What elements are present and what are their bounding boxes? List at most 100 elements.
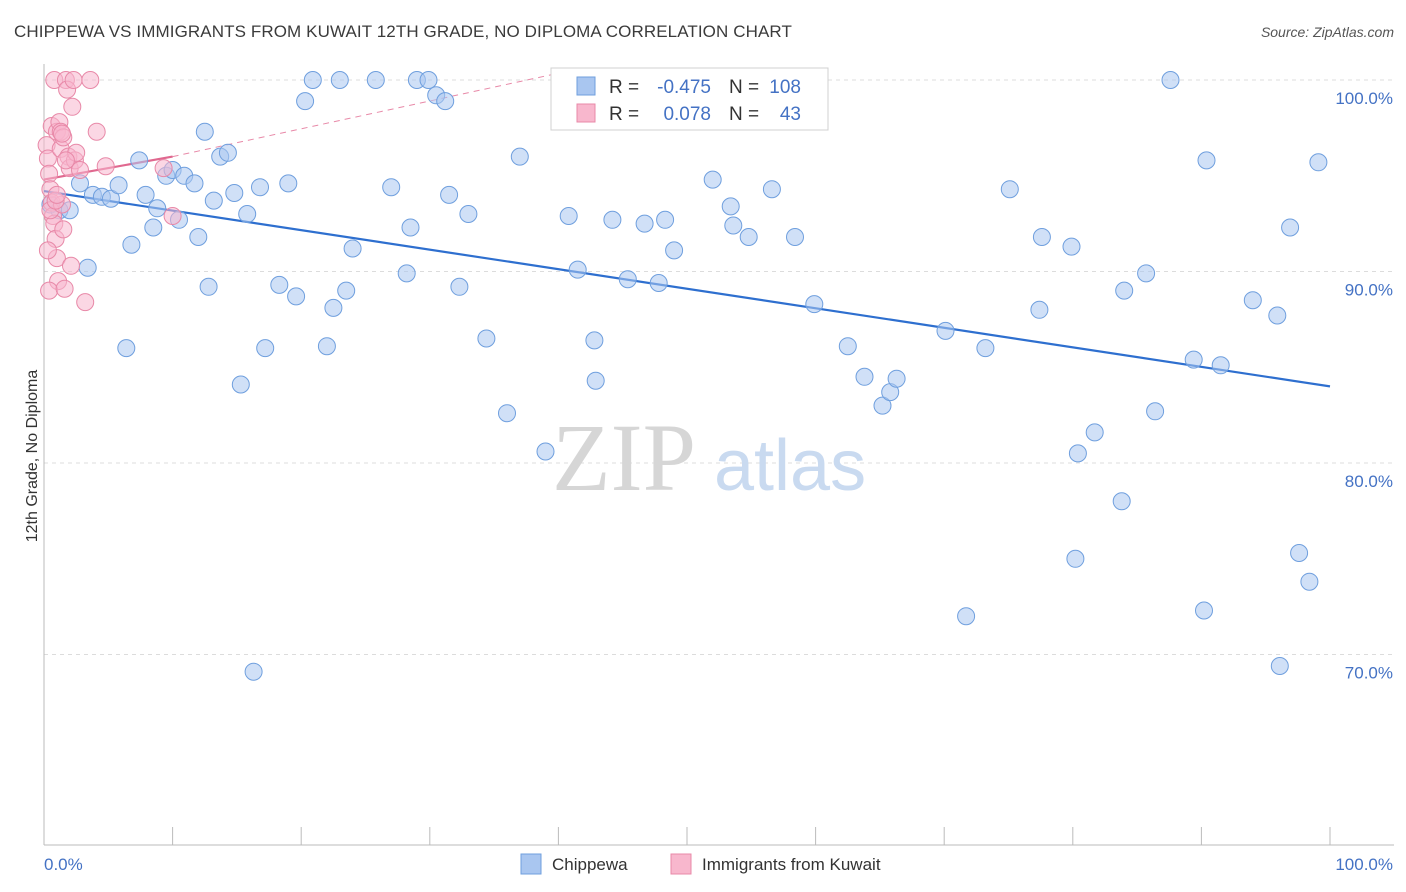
watermark-atlas: atlas [714,426,866,506]
chippewa-point [1032,228,1051,246]
chippewa-point [1270,657,1289,675]
chippewa-point [185,174,204,193]
chippewa-point [148,199,167,218]
legend-r-value: -0.475 [657,77,711,98]
kuwait-point [87,122,106,141]
chippewa-point [195,122,214,141]
kuwait-point [62,256,80,275]
chippewa-point [225,184,244,202]
x-tick-label: 100.0% [1335,855,1393,874]
chippewa-point [303,71,322,89]
kuwait-point [54,220,73,239]
chippewa-point [130,151,149,170]
kuwait-point [71,161,89,179]
chippewa-point [936,321,955,340]
chippewa-point [144,218,163,237]
kuwait-point [154,159,173,178]
chippewa-point [218,143,237,162]
chippewa-point [436,92,455,111]
y-tick-label: 90.0% [1345,281,1393,300]
chippewa-point [251,178,269,197]
chippewa-point [419,71,438,89]
chippewa-point [536,442,555,461]
chippewa-point [459,205,478,223]
chippewa-point [324,298,343,317]
chippewa-point [721,197,740,216]
kuwait-point [64,71,83,89]
chippewa-point [256,339,275,358]
chippewa-point [976,339,995,358]
y-tick-label: 70.0% [1345,664,1393,683]
chippewa-point [136,185,155,204]
legend-r-label: R = [609,77,639,98]
chippewa-point [337,281,356,300]
chippewa-point [586,371,605,390]
chippewa-point [117,339,136,358]
chippewa-point [78,258,97,277]
chippewa-point [1066,549,1085,568]
legend-n-label: N = [729,77,759,98]
chippewa-point [330,71,349,89]
chippewa-point [568,260,587,279]
chippewa-point [189,228,208,246]
chippewa-point [635,214,654,233]
kuwait-point [163,207,182,225]
kuwait-trend-extension [172,69,572,158]
kuwait-point [63,97,82,116]
chippewa-point [199,277,218,296]
chippewa-point [498,404,516,423]
chippewa-point [585,331,604,350]
chippewa-point [1300,572,1319,591]
chippewa-point [855,367,874,386]
legend-r-label: R = [609,104,639,125]
chippewa-point [873,396,892,415]
chippewa-point [1268,306,1287,325]
legend-top-box [550,67,829,131]
legend-bottom-label: Immigrants from Kuwait [702,855,881,874]
chippewa-point [1197,151,1216,170]
chippewa-point [703,170,722,189]
y-tick-label: 100.0% [1335,89,1393,108]
legend-n-label: N = [729,104,759,125]
legend-n-value: 108 [769,77,801,98]
chippewa-point [724,216,743,235]
chippewa-point [1112,492,1131,511]
chippewa-point [296,92,315,111]
chippewa-point [343,239,362,258]
chart-source: Source: ZipAtlas.com [1260,24,1394,40]
chippewa-point [397,264,416,283]
tick-labels: 100.0% 90.0% 80.0% 70.0% 0.0% 100.0% [44,89,1393,874]
chippewa-point [1085,423,1104,442]
chippewa-point [317,337,336,356]
chippewa-point [618,270,637,289]
chippewa-point [786,228,804,246]
chippewa-point [287,287,306,306]
legend-swatch [576,76,596,96]
y-axis-title: 12th Grade, No Diploma [24,370,41,543]
legend-bottom: Chippewa Immigrants from Kuwait [520,853,881,875]
chippewa-point [1195,601,1213,620]
chippewa-point [805,295,824,314]
chippewa-point [101,189,120,208]
chippewa-point [122,235,141,254]
chippewa-point [366,71,385,89]
kuwait-point [40,164,59,183]
legend-bottom-swatch [670,853,692,875]
legend-bottom-label: Chippewa [552,855,628,874]
chippewa-point [838,337,857,356]
chippewa-point [1184,350,1203,369]
chippewa-point [1000,180,1019,199]
chippewa-point [762,180,781,199]
watermark-zip: ZIP [552,404,696,511]
chippewa-point [231,375,250,394]
chippewa-point [1115,281,1134,300]
legend-top: R = -0.475 N = 108 R = 0.078 N = 43 [550,67,829,131]
chippewa-point [559,207,578,225]
chippewa-point [1211,356,1230,375]
chippewa-point [1161,71,1180,89]
chippewa-point [665,241,684,260]
legend-r-value: 0.078 [663,104,711,125]
chippewa-point [603,210,622,229]
y-tick-label: 80.0% [1345,472,1393,491]
kuwait-point [40,281,59,300]
